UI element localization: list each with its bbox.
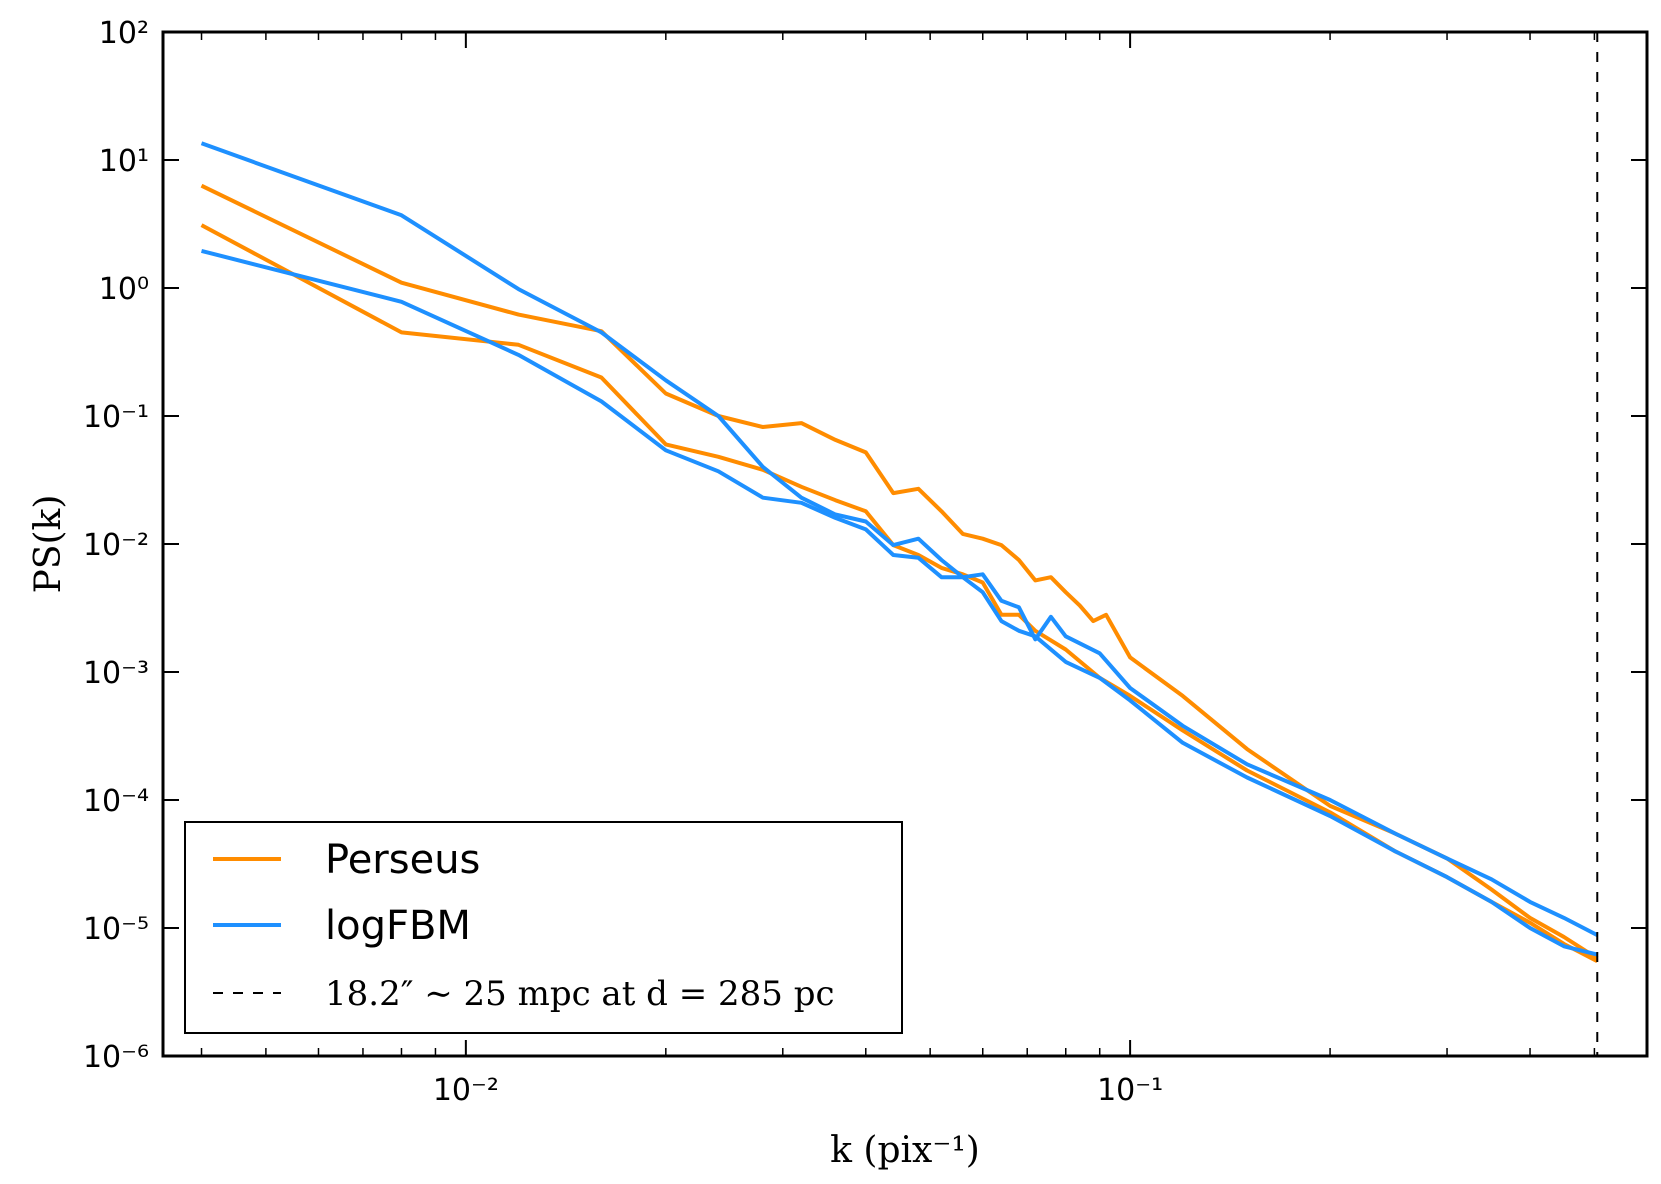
- legend-label-vline: 18.2″ ∼ 25 mpc at d = 285 pc: [325, 974, 835, 1014]
- legend: Perseus logFBM 18.2″ ∼ 25 mpc at d = 285…: [184, 821, 903, 1034]
- x-tick-label: 10⁻²: [433, 1073, 499, 1108]
- ticks-group: [163, 32, 1647, 1056]
- legend-box: [184, 821, 903, 1034]
- y-tick-label: 10⁻²: [83, 528, 149, 563]
- tick-labels: 10² 10¹ 10⁰ 10⁻¹ 10⁻² 10⁻³ 10⁻⁴ 10⁻⁵ 10⁻⁶ 10⁻² 10⁻…: [83, 16, 1163, 1108]
- y-tick-label: 10⁰: [99, 272, 149, 307]
- x-axis-label: k (pix⁻¹): [830, 1130, 980, 1171]
- y-tick-label: 10⁻⁶: [83, 1040, 149, 1075]
- x-tick-label: 10⁻¹: [1097, 1073, 1163, 1108]
- y-tick-label: 10⁻¹: [83, 400, 149, 435]
- series-group: [200, 32, 1599, 1056]
- series-line-3: [201, 248, 1598, 957]
- series-line-2: [200, 141, 1599, 937]
- legend-label-perseus: Perseus: [325, 837, 480, 883]
- legend-label-logfbm: logFBM: [325, 903, 471, 949]
- y-axis-label: PS(k): [28, 495, 69, 594]
- y-tick-label: 10⁻⁴: [83, 784, 149, 819]
- y-tick-label: 10⁻⁵: [83, 912, 149, 947]
- y-tick-label: 10¹: [99, 144, 149, 179]
- y-tick-label: 10²: [99, 16, 149, 51]
- y-tick-label: 10⁻³: [83, 656, 149, 691]
